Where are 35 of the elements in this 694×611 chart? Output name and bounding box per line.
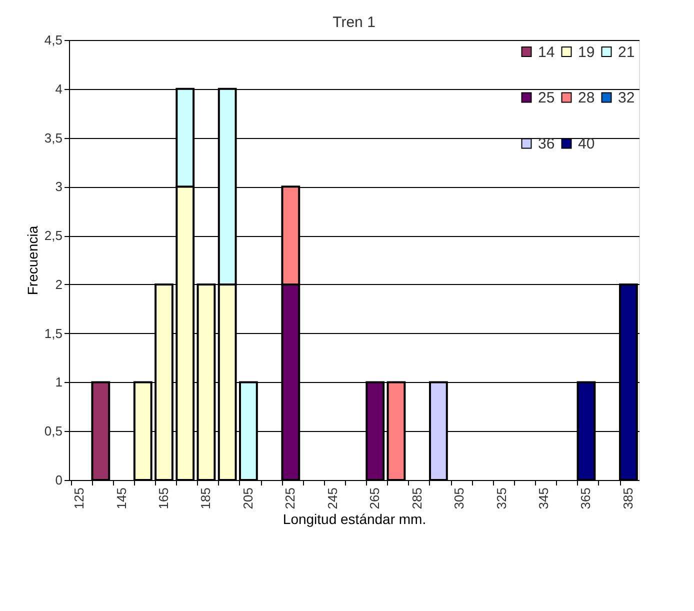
x-tick-label: 185: [198, 488, 214, 510]
y-tick-label: 4: [55, 81, 62, 96]
legend-label: 28: [578, 90, 595, 106]
y-tick-label: 4,5: [44, 32, 62, 48]
legend-label: 21: [618, 44, 635, 61]
x-tick-label: 145: [114, 488, 129, 510]
x-tick-label: 205: [240, 488, 256, 510]
y-tick-label: 1,5: [44, 326, 62, 341]
x-tick-label: 325: [494, 488, 509, 510]
legend-label: 19: [578, 44, 595, 61]
y-tick-label: 2: [55, 276, 62, 292]
x-tick-label: 365: [578, 488, 594, 510]
x-tick-label: 125: [72, 488, 87, 510]
y-tick-label: 0,5: [44, 424, 62, 439]
legend-label: 32: [618, 90, 635, 106]
chart-title: Tren 1: [332, 14, 376, 31]
legend-label: 36: [538, 136, 555, 152]
legend-label: 25: [538, 90, 555, 106]
x-axis-title: Longitud estándar mm.: [282, 511, 426, 528]
legend-label: 14: [538, 44, 555, 61]
y-tick-label: 1: [55, 374, 62, 390]
x-tick-label: 345: [536, 488, 551, 510]
y-tick-label: 3: [55, 179, 62, 194]
y-tick-label: 2,5: [44, 228, 62, 244]
x-tick-label: 165: [156, 488, 171, 510]
x-tick-label: 385: [620, 488, 636, 510]
x-tick-label: 225: [282, 488, 298, 510]
x-tick-label: 245: [324, 488, 340, 510]
x-tick-label: 265: [367, 488, 382, 510]
x-tick-label: 285: [409, 488, 424, 510]
y-tick-label: 3,5: [44, 130, 62, 146]
x-tick-label: 305: [452, 488, 467, 510]
legend-label: 40: [578, 136, 595, 152]
y-axis-title: Frecuencia: [24, 226, 40, 296]
y-tick-label: 0: [55, 472, 62, 488]
